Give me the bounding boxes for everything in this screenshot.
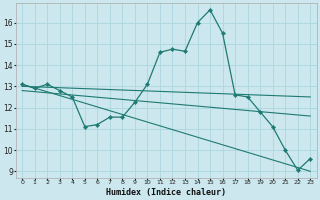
X-axis label: Humidex (Indice chaleur): Humidex (Indice chaleur): [106, 188, 226, 197]
